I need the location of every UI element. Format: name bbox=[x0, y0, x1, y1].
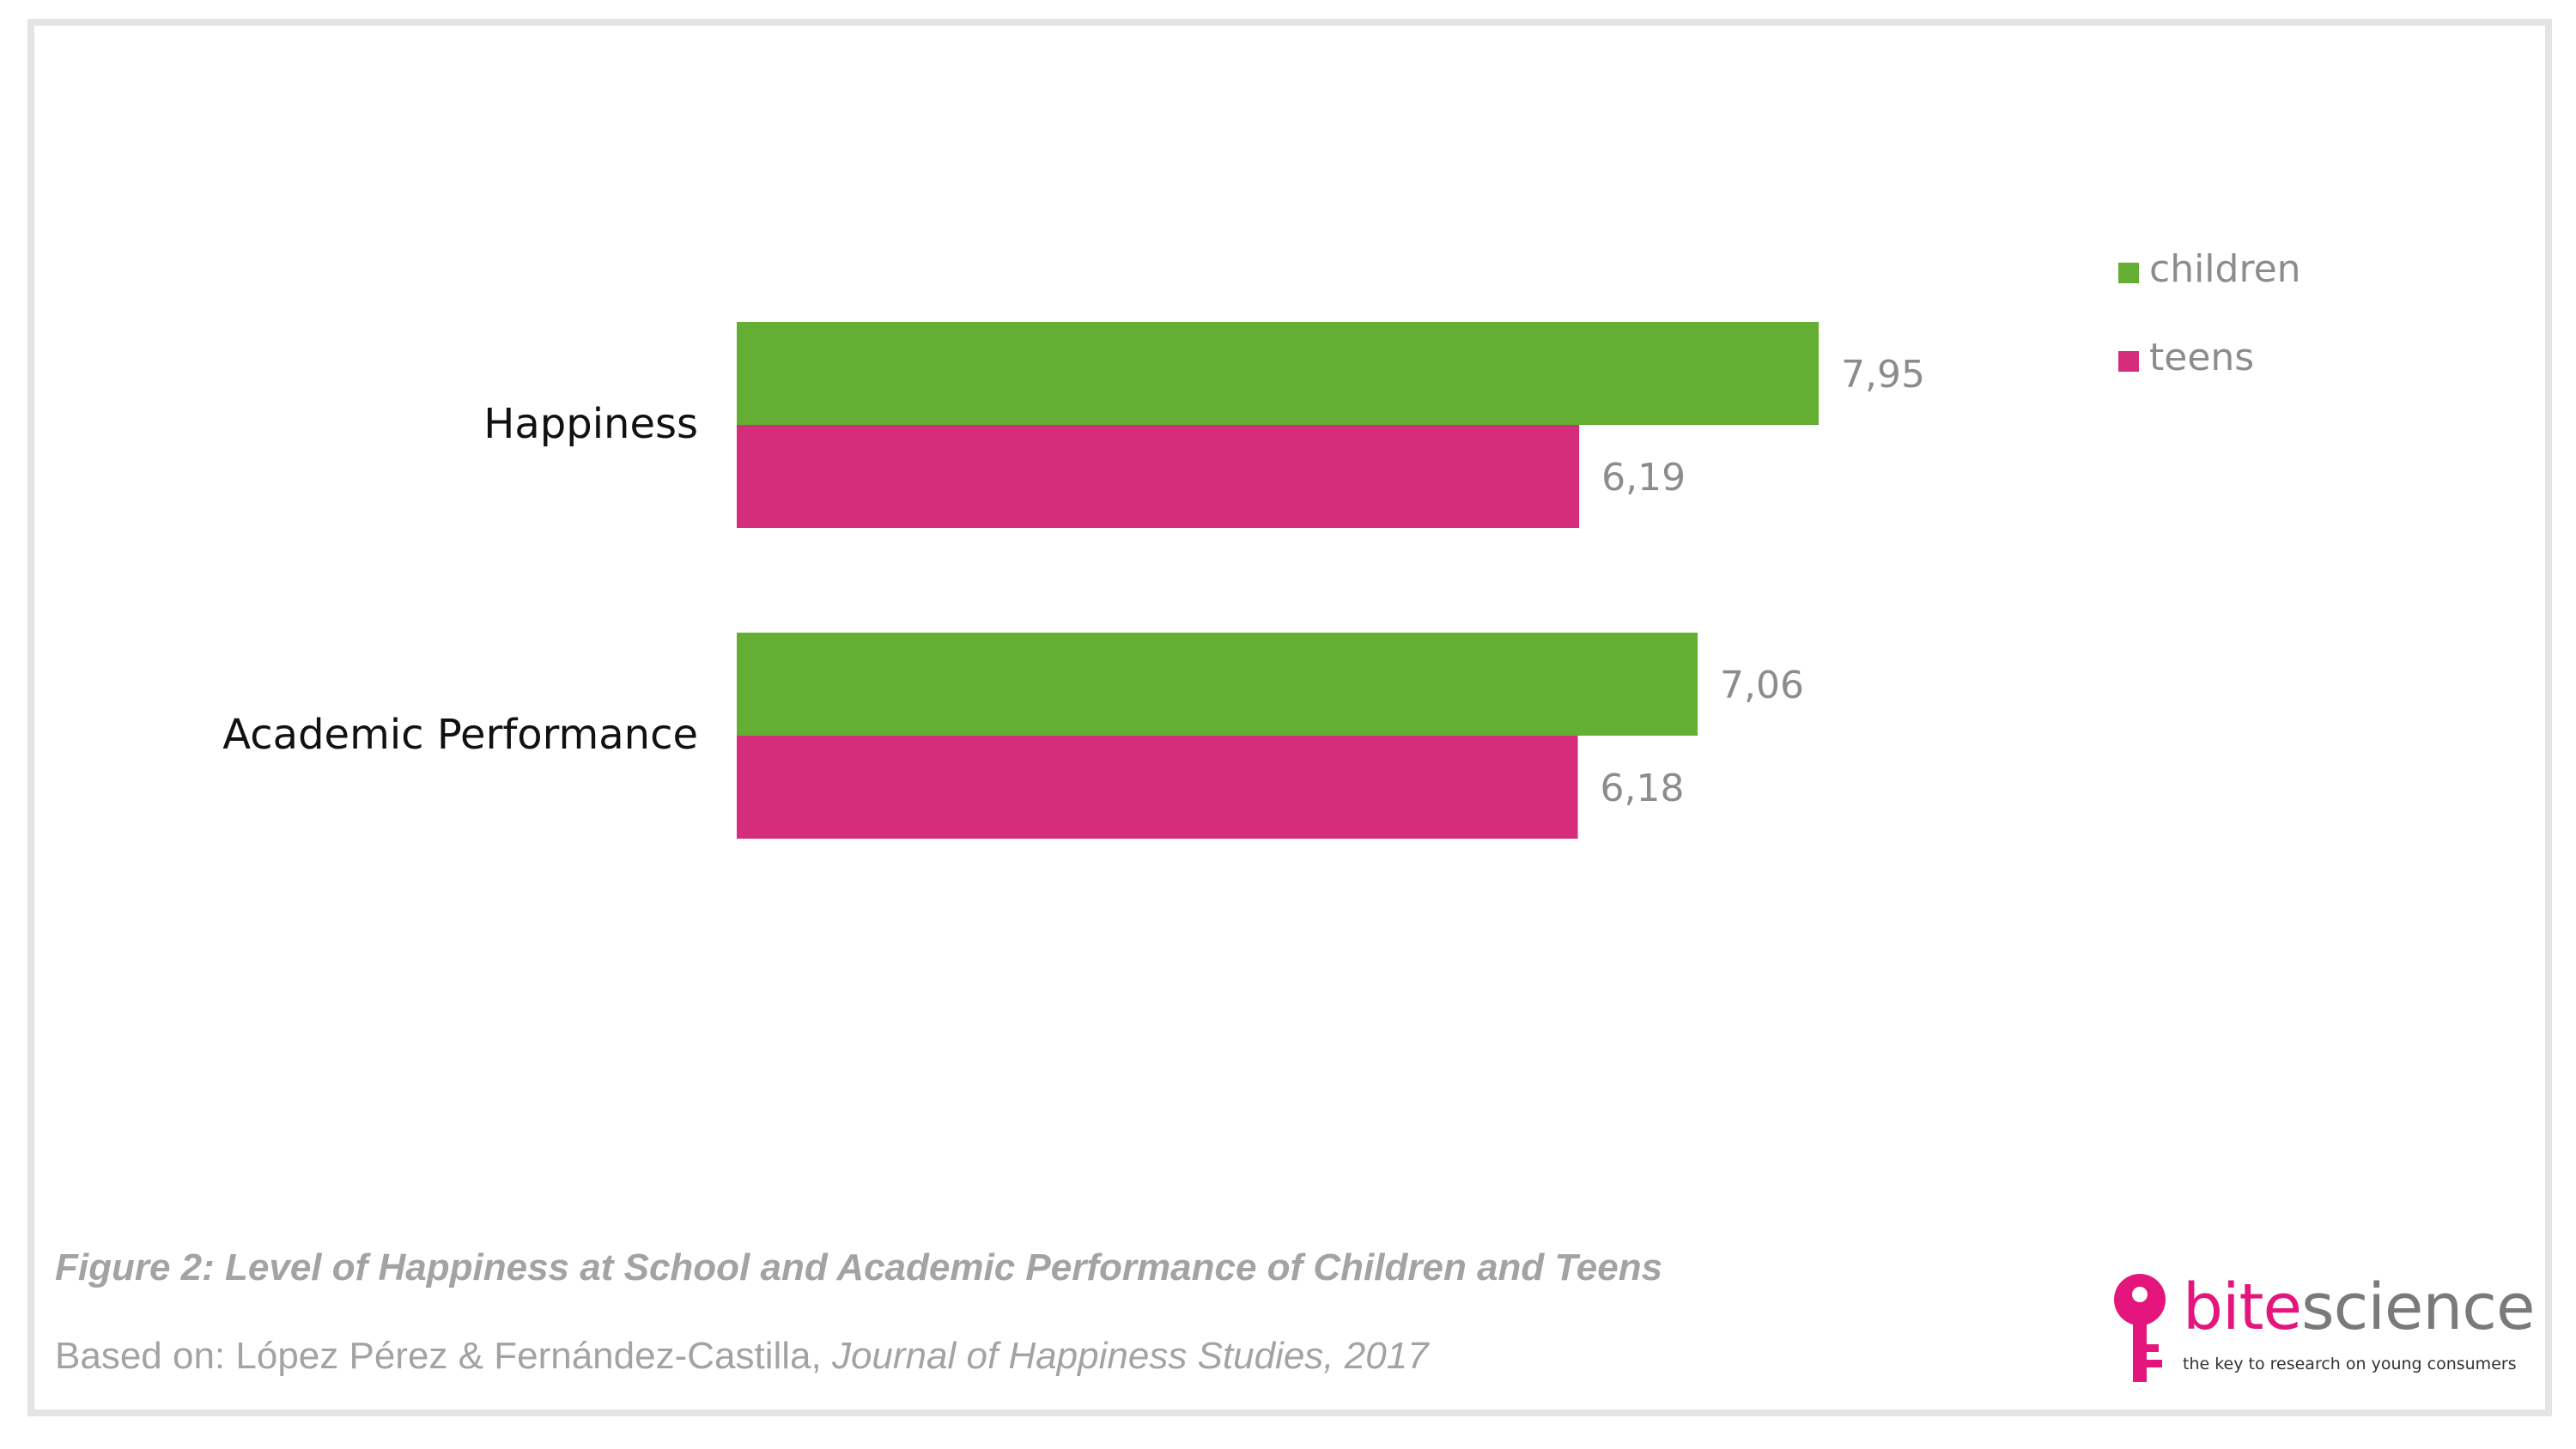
key-icon bbox=[2114, 1274, 2166, 1382]
legend-label-teens: teens bbox=[2149, 336, 2254, 379]
source-citation: Based on: López Pérez & Fernández-Castil… bbox=[55, 1335, 1429, 1378]
data-label: 6,19 bbox=[1601, 456, 1686, 500]
data-label: 7,06 bbox=[1720, 664, 1804, 707]
bar-children bbox=[737, 633, 1698, 736]
logo-wordmark: bitescience bbox=[2183, 1270, 2536, 1344]
bar-teens bbox=[737, 425, 1580, 528]
bitescience-logo: bitescience the key to research on young… bbox=[2111, 1270, 2536, 1391]
legend-swatch-children bbox=[2118, 263, 2139, 283]
category-label: Happiness bbox=[483, 400, 698, 448]
legend-swatch-teens bbox=[2118, 351, 2139, 372]
bar-children bbox=[737, 322, 1820, 425]
data-label: 6,18 bbox=[1601, 767, 1685, 810]
logo-word-bite: bite bbox=[2183, 1270, 2302, 1344]
logo-tagline: the key to research on young consumers bbox=[2183, 1355, 2517, 1373]
source-prefix: Based on: López Pérez & Fernández-Castil… bbox=[55, 1335, 832, 1377]
data-label: 7,95 bbox=[1841, 353, 1925, 397]
bar-teens bbox=[737, 736, 1578, 839]
category-label: Academic Performance bbox=[222, 711, 698, 759]
figure-caption: Figure 2: Level of Happiness at School a… bbox=[55, 1246, 1663, 1288]
legend-label-children: children bbox=[2149, 247, 2301, 291]
source-journal: Journal of Happiness Studies, 2017 bbox=[831, 1335, 1429, 1377]
logo-word-science: science bbox=[2301, 1270, 2535, 1344]
